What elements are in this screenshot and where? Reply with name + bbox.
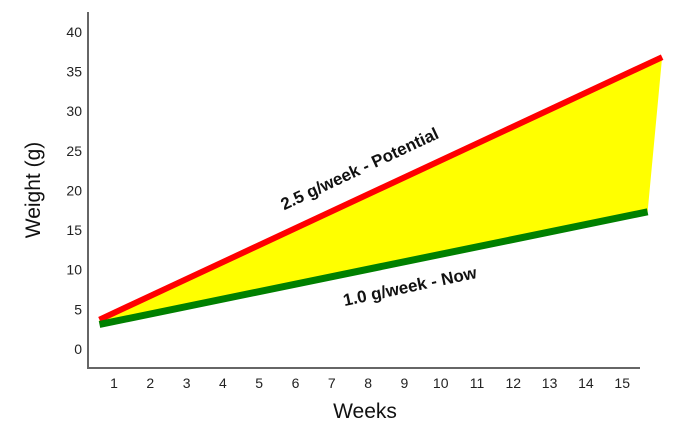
y-tick-label: 35 [66, 63, 82, 79]
x-tick-label: 2 [146, 375, 154, 391]
x-tick-label: 9 [401, 375, 409, 391]
x-tick-label: 7 [328, 375, 336, 391]
y-axis-title: Weight (g) [22, 142, 45, 238]
y-tick-label: 0 [74, 341, 82, 357]
x-tick-label: 3 [183, 375, 191, 391]
x-tick-label: 8 [364, 375, 372, 391]
x-tick-label: 10 [433, 375, 449, 391]
x-tick-label: 15 [614, 375, 630, 391]
x-tick-label: 13 [542, 375, 558, 391]
y-tick-label: 30 [66, 103, 82, 119]
x-tick-label: 5 [255, 375, 263, 391]
x-tick-label: 1 [110, 375, 118, 391]
x-tick-label: 12 [506, 375, 522, 391]
series-line-potential [98, 54, 664, 323]
y-tick-label: 20 [66, 182, 82, 198]
y-tick-label: 15 [66, 222, 82, 238]
x-tick-label: 4 [219, 375, 227, 391]
x-tick-label: 11 [470, 375, 485, 391]
x-tick-label: 6 [292, 375, 300, 391]
y-tick-label: 40 [66, 24, 82, 40]
x-tick-label: 14 [578, 375, 594, 391]
y-tick-label: 25 [66, 143, 82, 159]
series-line-now [98, 208, 649, 328]
y-tick-label: 5 [74, 301, 82, 317]
y-tick-label: 10 [66, 262, 82, 278]
x-axis-title: Weeks [333, 400, 397, 423]
